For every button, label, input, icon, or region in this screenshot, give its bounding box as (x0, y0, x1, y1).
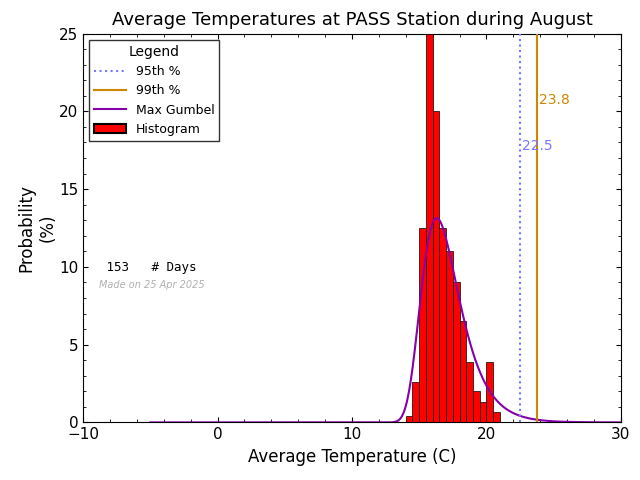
Bar (486, 362, 493, 422)
Bar (479, 402, 486, 422)
Bar (446, 252, 453, 422)
Text: 153   # Days: 153 # Days (99, 261, 197, 274)
Legend: 95th %, 99th %, Max Gumbel, Histogram: 95th %, 99th %, Max Gumbel, Histogram (90, 40, 220, 141)
Bar (493, 412, 500, 422)
X-axis label: Average Temperature (C): Average Temperature (C) (248, 448, 456, 466)
Bar (426, 34, 433, 422)
Bar (419, 228, 426, 422)
Bar (453, 282, 460, 422)
Bar (466, 362, 473, 422)
Bar (460, 321, 466, 422)
Bar (412, 382, 419, 422)
Title: Average Temperatures at PASS Station during August: Average Temperatures at PASS Station dur… (111, 11, 593, 29)
Text: 23.8: 23.8 (540, 93, 570, 107)
Text: Made on 25 Apr 2025: Made on 25 Apr 2025 (99, 280, 205, 290)
Bar (473, 391, 480, 422)
Y-axis label: Probability
(%): Probability (%) (17, 184, 56, 272)
Text: 22.5: 22.5 (522, 139, 553, 153)
Bar (439, 228, 446, 422)
Bar (406, 416, 412, 422)
Bar (433, 111, 439, 422)
